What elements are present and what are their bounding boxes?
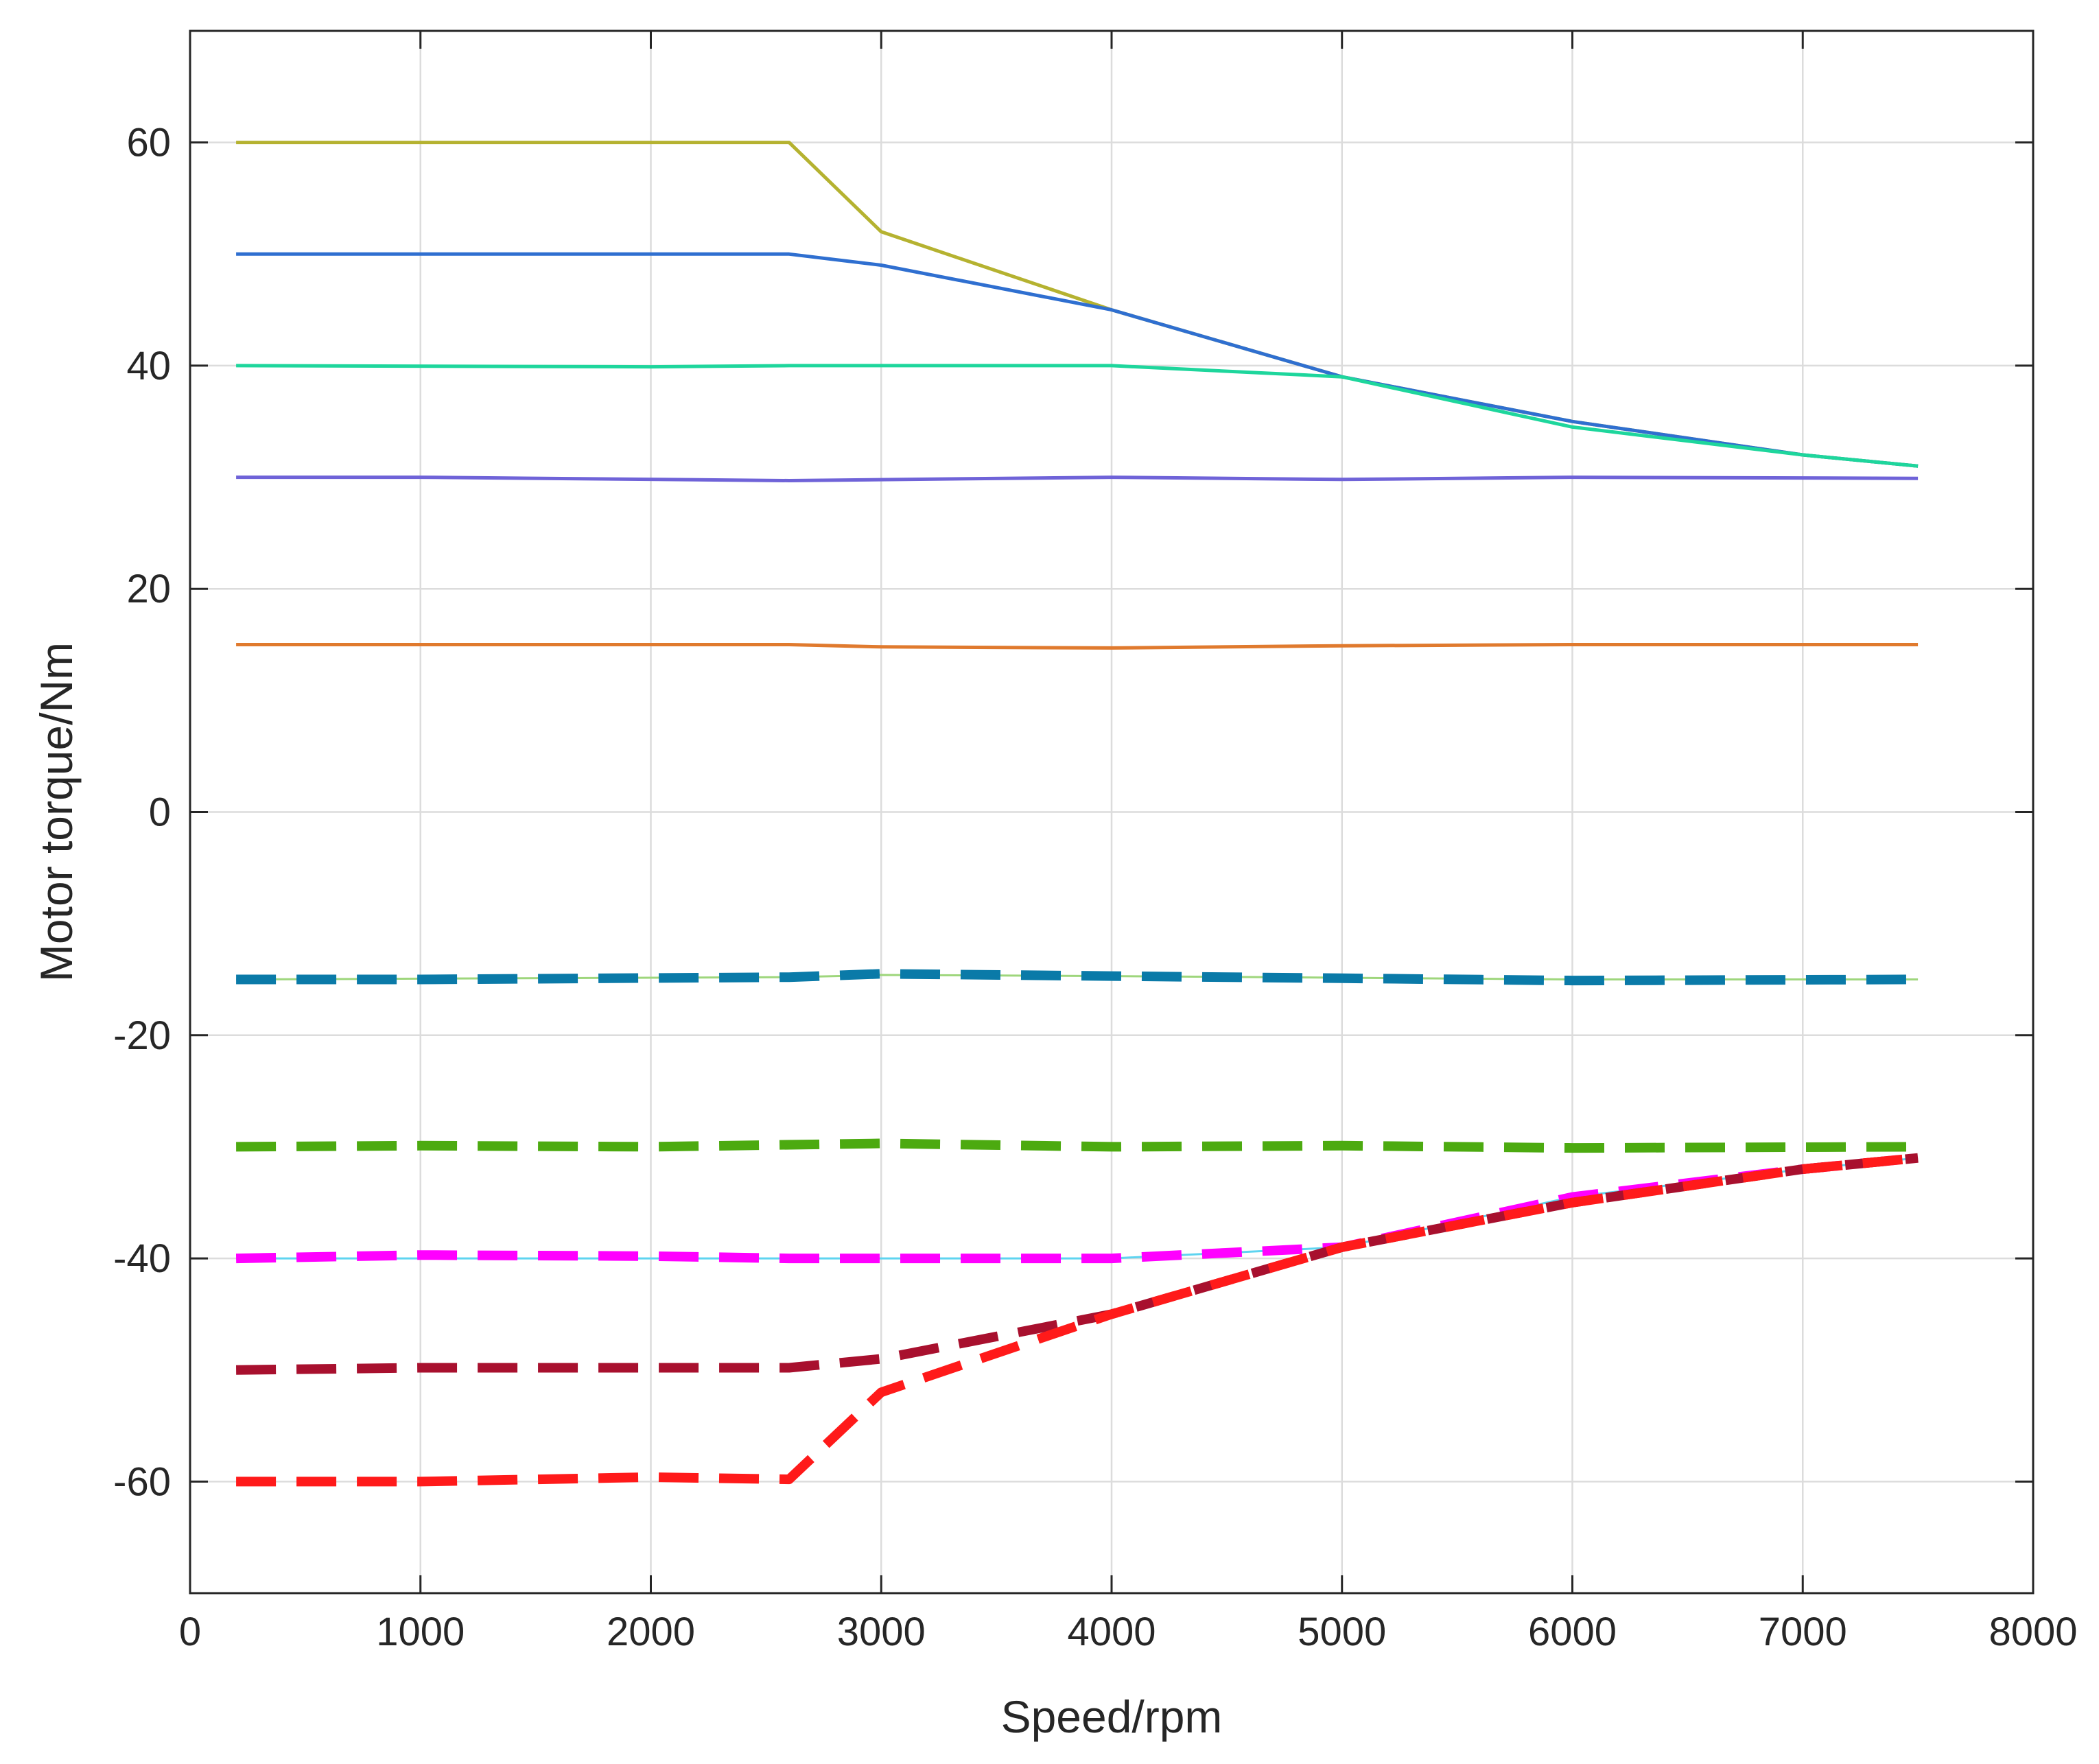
y-tick-label: -40	[113, 1236, 171, 1281]
x-tick-label: 3000	[837, 1610, 926, 1654]
x-tick-label: 4000	[1067, 1610, 1156, 1654]
series-line-3	[236, 364, 1919, 468]
x-tick-label: 5000	[1298, 1610, 1386, 1654]
series-line-7	[236, 969, 1919, 986]
x-tick-labels: 0 1000 2000 3000 4000 5000 6000 7000 8000	[179, 1610, 2078, 1654]
series-line-5	[236, 643, 1919, 650]
x-tick-label: 0	[179, 1610, 201, 1654]
ticks	[189, 31, 2034, 1593]
y-axis-title: Motor torque/Nm	[31, 642, 82, 982]
y-tick-labels: -60 -40 -20 0 20 40 60	[113, 121, 171, 1505]
x-tick-label: 6000	[1528, 1610, 1617, 1654]
x-tick-label: 8000	[1989, 1610, 2077, 1654]
y-tick-label: 40	[126, 344, 171, 388]
series-line-4	[236, 475, 1919, 482]
y-tick-label: -60	[113, 1459, 171, 1504]
y-tick-label: -20	[113, 1013, 171, 1058]
series-line-12	[236, 1153, 1919, 1487]
y-tick-label: 60	[126, 121, 171, 165]
y-tick-label: 0	[149, 790, 171, 835]
series-line-8	[236, 1138, 1919, 1153]
x-tick-label: 7000	[1759, 1610, 1847, 1654]
x-axis-title: Speed/rpm	[1001, 1691, 1223, 1742]
x-tick-label: 1000	[376, 1610, 465, 1654]
y-tick-label: 20	[126, 567, 171, 611]
x-tick-label: 2000	[607, 1610, 695, 1654]
series-layer	[235, 141, 1919, 1487]
